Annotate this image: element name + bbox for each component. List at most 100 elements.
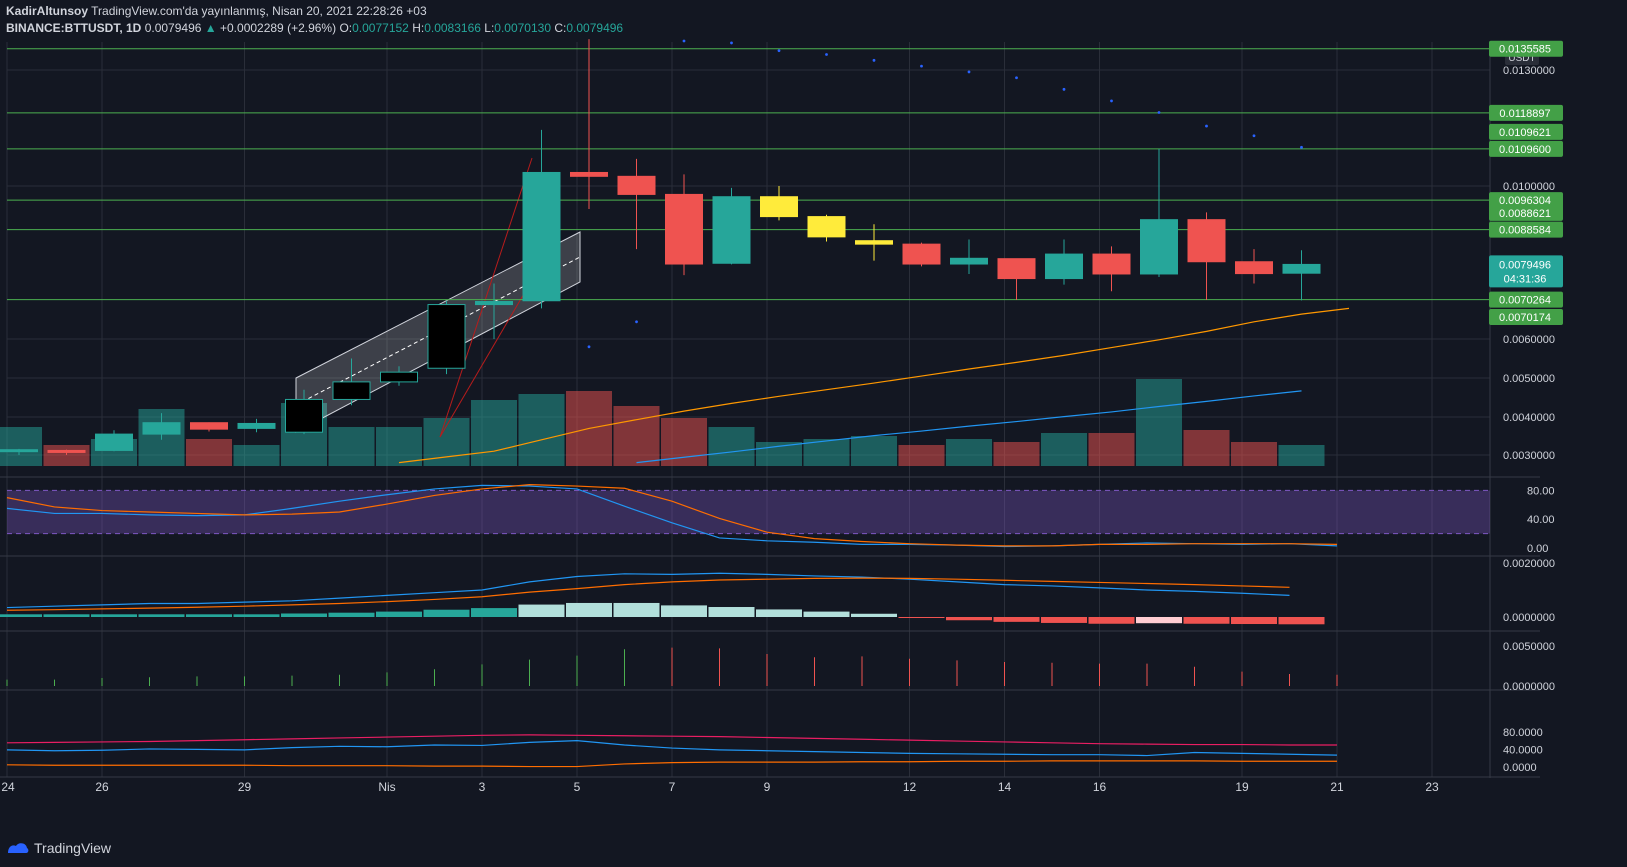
macd-histogram-bar [993, 617, 1040, 622]
macd-histogram-bar [566, 602, 612, 617]
sar-dot [872, 58, 876, 62]
candle-body [570, 171, 608, 177]
tradingview-logo[interactable]: TradingView [6, 840, 111, 856]
moving-average-blue [636, 390, 1302, 464]
time-tick-label: 19 [1235, 780, 1249, 794]
di-minus-line [6, 760, 1337, 768]
macd-histogram-bar [138, 614, 185, 617]
publish-info: KadirAltunsoy TradingView.com'da yayınla… [6, 4, 427, 18]
level-price-badge [1489, 192, 1563, 209]
sar-dot [825, 53, 828, 56]
open-value: 0.0077152 [352, 21, 409, 35]
candle-body [0, 449, 38, 453]
time-tick-label: 26 [95, 780, 109, 794]
macd-histogram-bar [186, 614, 232, 617]
candle-body [237, 422, 276, 429]
candle-body [855, 240, 893, 245]
volume-bar [43, 445, 90, 466]
sar-dot [1300, 145, 1303, 149]
level-price-label: 0.0096304 [1499, 195, 1551, 207]
volume-bar [803, 439, 850, 466]
level-price-badge [1489, 40, 1563, 57]
volume-bar [328, 427, 375, 466]
open-label: O: [339, 21, 353, 35]
rsi-tick-label: 40.00 [1527, 514, 1555, 526]
time-tick-label: 16 [1093, 780, 1107, 794]
adx-line [6, 734, 1337, 746]
candle-body [47, 449, 86, 453]
candle-body [522, 171, 561, 302]
volume-bar [993, 442, 1040, 466]
macd-histogram-bar [1136, 617, 1182, 624]
macd-histogram-bar [518, 604, 565, 617]
sar-dot [1110, 99, 1113, 103]
volume-bar [851, 436, 897, 466]
time-tick-label: 3 [479, 780, 486, 794]
volume-bar [708, 427, 755, 466]
macd-tick-label: 0.0000000 [1503, 612, 1555, 624]
symbol-name[interactable]: BINANCE:BTTUSDT, 1D [6, 21, 142, 35]
candle-body [1282, 263, 1321, 274]
tradingview-logo-icon [8, 843, 29, 853]
countdown-label: 04:31:36 [1504, 273, 1547, 285]
volume-bar [471, 400, 517, 466]
macd-histogram-bar [0, 614, 42, 617]
price-tick-label: 0.0050000 [1503, 373, 1555, 385]
sar-dot [920, 64, 923, 68]
sar-dot [1205, 124, 1208, 128]
sar-dot [587, 345, 591, 349]
candle-body [902, 243, 941, 265]
level-price-badge [1489, 308, 1563, 325]
volume-bar [1231, 442, 1277, 466]
dmi-tick-label: 0.0000 [1503, 762, 1537, 774]
time-axis-background [0, 778, 1627, 800]
di-plus-line [6, 739, 1338, 757]
macd-histogram-bar [756, 609, 802, 617]
macd-histogram-bar [803, 611, 850, 617]
volume-bar [0, 427, 42, 466]
close-value: 0.0079496 [566, 21, 624, 35]
candle-body [1140, 219, 1178, 275]
trendline-red [439, 157, 533, 438]
level-price-badge [1489, 123, 1563, 140]
level-price-label: 0.0070264 [1499, 295, 1551, 307]
macd-histogram-bar [376, 611, 422, 617]
macd-histogram-bar [661, 605, 707, 617]
macd-histogram-bar [946, 617, 992, 621]
volume-bar [1041, 433, 1087, 466]
macd-histogram-bar [281, 613, 327, 617]
low-value: 0.0070130 [494, 21, 552, 35]
time-tick-label: Nis [378, 780, 395, 794]
level-price-label: 0.0135585 [1499, 44, 1551, 56]
sar-dot [730, 41, 733, 45]
rsi-tick-label: 0.00 [1527, 543, 1548, 555]
author-name[interactable]: KadirAltunsoy [6, 4, 89, 18]
macd-histogram-bar [471, 608, 517, 617]
macd-histogram-bar [328, 612, 375, 617]
sar-dot [1062, 87, 1066, 91]
low-label: L: [484, 21, 495, 35]
trendline-red-2 [439, 279, 533, 438]
macd-histogram-bar [851, 613, 897, 617]
level-price-badge [1489, 204, 1563, 221]
sar-dot [967, 70, 971, 74]
candle-body [997, 258, 1036, 280]
level-price-badge [1489, 221, 1563, 238]
time-tick-label: 9 [764, 780, 771, 794]
candle-body [427, 304, 466, 369]
level-price-label: 0.0118897 [1499, 108, 1550, 120]
rsi-tick-label: 80.00 [1527, 485, 1555, 497]
moving-average-orange [398, 307, 1350, 464]
oscillator-tick-label: 0.0000000 [1503, 681, 1555, 693]
volume-bar [661, 418, 707, 466]
rsi-d-line [6, 484, 1338, 547]
candle-body [1045, 253, 1083, 280]
candle-body [332, 381, 371, 400]
close-label: C: [554, 21, 567, 35]
candle-body [285, 398, 323, 433]
level-price-label: 0.0088621 [1499, 208, 1551, 220]
price-tick-label: 0.0130000 [1503, 65, 1555, 77]
up-arrow-icon: ▲ [204, 21, 217, 35]
